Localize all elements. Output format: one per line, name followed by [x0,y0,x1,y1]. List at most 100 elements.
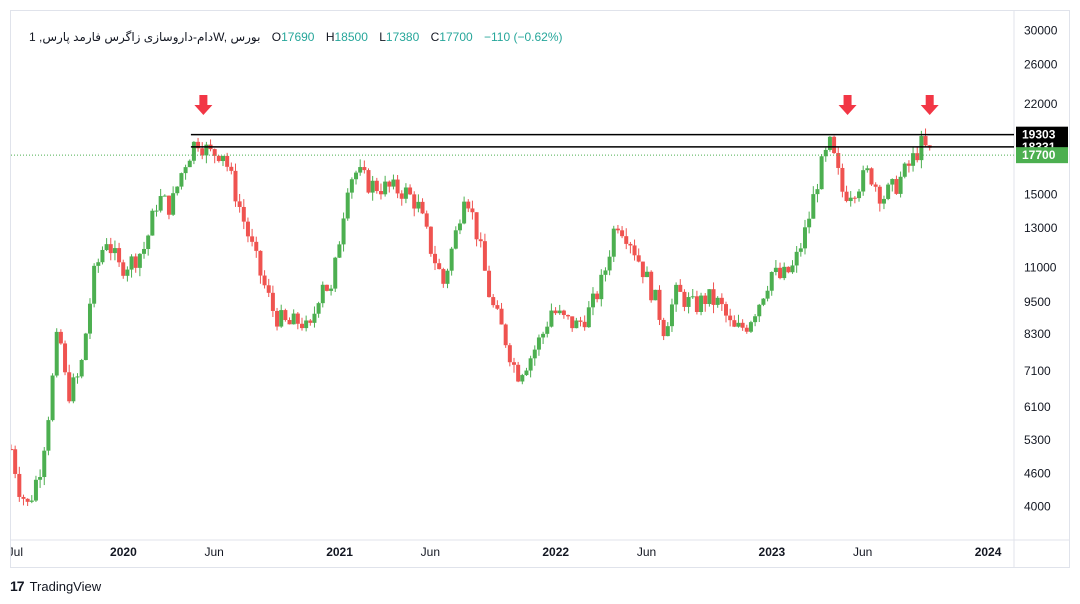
candle-body [187,160,192,168]
candle-body [753,316,758,323]
candle-body [802,227,807,249]
candle-body [125,269,130,276]
candle-body [782,266,787,279]
red-arrow-icon [194,95,213,115]
time-tick-label: 2020 [110,545,137,559]
price-tick-label: 4600 [1024,466,1051,480]
candle-body [25,498,30,502]
candle-body [902,163,907,177]
candle-body [674,284,679,305]
candle-body [599,274,604,300]
candlestick-chart[interactable]: 1930318331177003000026000220001500013000… [11,11,1069,567]
candle-body [29,500,34,502]
candle-body [520,375,525,382]
last-price-tag [1016,147,1068,164]
candle-body [898,176,903,194]
candle-body [852,197,857,199]
candle-body [703,295,708,305]
candle-body [823,149,828,157]
candle-body [345,192,350,219]
candle-body [133,256,138,268]
candle-body [67,372,72,402]
candle-body [142,248,147,254]
candle-body [191,141,196,161]
candle-body [341,218,346,245]
price-tick-label: 4000 [1024,499,1051,513]
candle-body [553,310,558,314]
candle-body [586,307,591,328]
tradingview-branding[interactable]: 17 TradingView [10,578,101,594]
candle-body [196,141,201,149]
last-price-label: 17700 [1022,148,1056,162]
close-value: 17700 [439,30,473,44]
candle-body [54,331,59,376]
candle-body [171,193,176,215]
candle-body [566,315,571,317]
candle-body [304,320,309,329]
candle-body [279,310,284,327]
candle-body [378,191,383,195]
candle-body [499,308,504,325]
candle-body [221,155,226,162]
candle-body [699,295,704,313]
candle-body [545,326,550,334]
price-tick-label: 22000 [1024,97,1058,111]
candle-body [96,262,101,266]
time-tick-label: Jun [205,545,224,559]
candle-body [158,196,163,211]
candle-body [649,271,654,301]
candle-body [258,250,263,276]
candle-body [495,305,500,309]
candle-body [200,148,205,156]
candle-body [694,296,699,313]
candle-body [46,420,51,451]
candle-body [21,496,26,499]
candle-body [270,292,275,311]
candle-body [665,326,670,337]
candle-body [33,479,38,501]
candle-body [104,244,109,250]
candle-body [724,304,729,316]
candle-body [574,320,579,329]
price-tick-label: 26000 [1024,57,1058,71]
time-tick-label: 2021 [326,545,353,559]
candle-body [773,267,778,273]
candle-body [728,315,733,321]
candle-body [337,244,342,258]
time-tick-label: 2024 [975,545,1002,559]
high-value: 18500 [334,30,368,44]
candle-body [383,181,388,195]
symbol-legend: 1 ,دام-داروسازی زاگرس فارمد پارسW, بورس … [29,30,563,44]
candle-body [744,327,749,332]
candle-body [75,376,80,378]
candle-body [923,136,928,146]
candle-body [449,248,454,271]
candle-body [216,155,221,162]
candle-body [391,179,396,187]
candle-body [836,153,841,168]
candle-body [736,322,741,327]
candle-body [83,333,88,360]
candle-body [374,180,379,192]
candle-body [669,304,674,327]
candle-body [50,375,55,421]
candle-body [175,186,180,194]
candle-body [241,206,246,222]
candle-body [424,213,429,227]
candle-body [233,170,238,202]
candle-body [150,210,155,236]
time-tick-label: Jul [11,545,23,559]
candle-body [661,319,666,337]
candle-body [620,230,625,237]
candle-body [466,201,471,209]
resistance-price-label: 19303 [1022,128,1056,142]
candle-body [474,212,479,240]
candle-body [428,226,433,254]
candle-body [590,293,595,308]
candle-body [528,358,533,371]
candle-body [827,136,832,150]
symbol-name: 1 ,دام-داروسازی زاگرس فارمد پارس [29,30,214,44]
candle-body [507,345,512,363]
candle-body [578,320,583,322]
candle-body [636,255,641,262]
